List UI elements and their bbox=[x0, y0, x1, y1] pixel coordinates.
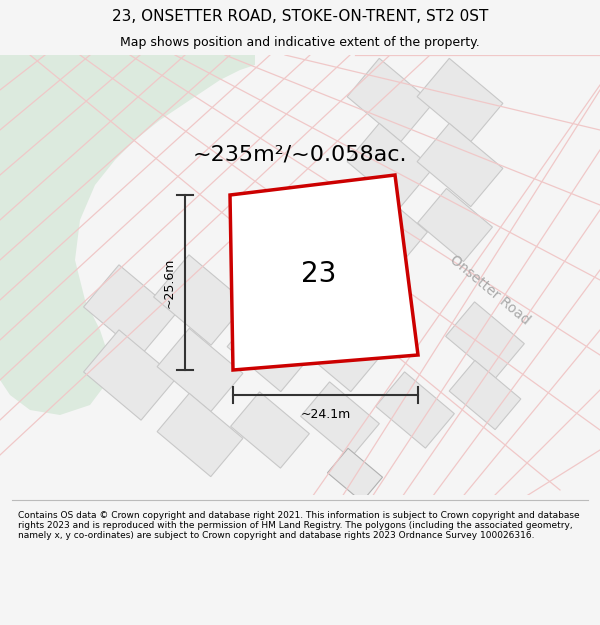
Polygon shape bbox=[301, 382, 379, 458]
Text: 23, ONSETTER ROAD, STOKE-ON-TRENT, ST2 0ST: 23, ONSETTER ROAD, STOKE-ON-TRENT, ST2 0… bbox=[112, 9, 488, 24]
Text: Map shows position and indicative extent of the property.: Map shows position and indicative extent… bbox=[120, 36, 480, 49]
Polygon shape bbox=[347, 123, 433, 207]
Text: 23: 23 bbox=[301, 260, 337, 288]
Polygon shape bbox=[328, 448, 383, 502]
Text: ~25.6m: ~25.6m bbox=[163, 258, 176, 308]
Polygon shape bbox=[154, 255, 247, 345]
Polygon shape bbox=[83, 330, 176, 420]
Polygon shape bbox=[230, 175, 418, 370]
Polygon shape bbox=[347, 58, 433, 142]
Polygon shape bbox=[83, 265, 176, 355]
Polygon shape bbox=[297, 308, 383, 392]
Polygon shape bbox=[230, 392, 310, 468]
Text: Contains OS data © Crown copyright and database right 2021. This information is : Contains OS data © Crown copyright and d… bbox=[18, 511, 580, 541]
Text: ~24.1m: ~24.1m bbox=[301, 409, 350, 421]
Polygon shape bbox=[157, 393, 243, 477]
Polygon shape bbox=[417, 123, 503, 207]
Polygon shape bbox=[157, 328, 243, 412]
Polygon shape bbox=[426, 555, 600, 625]
Polygon shape bbox=[376, 372, 454, 448]
Polygon shape bbox=[446, 302, 524, 378]
Polygon shape bbox=[449, 361, 521, 429]
Polygon shape bbox=[417, 58, 503, 142]
Polygon shape bbox=[418, 189, 493, 261]
Text: Onsetter Road: Onsetter Road bbox=[447, 253, 533, 328]
Text: ~235m²/~0.058ac.: ~235m²/~0.058ac. bbox=[193, 145, 407, 165]
Polygon shape bbox=[227, 308, 313, 392]
Polygon shape bbox=[353, 194, 427, 266]
Polygon shape bbox=[0, 55, 255, 415]
